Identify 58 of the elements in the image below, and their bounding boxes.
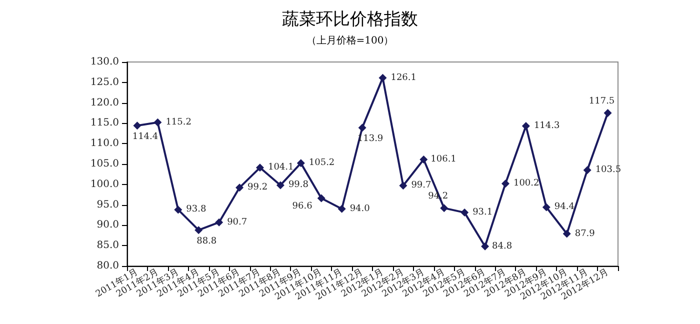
data-label: 84.8: [492, 241, 512, 252]
point: [296, 159, 305, 168]
data-label: 93.8: [186, 204, 206, 215]
point: [236, 184, 244, 192]
data-label: 114.4: [132, 132, 158, 142]
y-tick-label: 130.0: [90, 56, 119, 68]
point: [460, 208, 469, 217]
point: [338, 204, 346, 213]
y-tick-label: 90.0: [96, 220, 119, 231]
data-label: 94.4: [554, 202, 575, 212]
data-label: 114.3: [534, 121, 560, 132]
point: [256, 164, 264, 172]
point: [481, 242, 490, 250]
point: [276, 181, 284, 190]
point: [542, 203, 550, 212]
data-label: 96.6: [292, 201, 313, 212]
data-label: 93.1: [472, 208, 493, 218]
data-label: 104.1: [268, 162, 294, 173]
point: [420, 156, 428, 164]
data-label: 87.9: [574, 228, 596, 239]
point: [399, 182, 408, 190]
point: [358, 124, 366, 132]
point: [317, 194, 326, 202]
y-tick-label: 80.0: [96, 260, 119, 272]
y-tick-label: 110.0: [90, 138, 119, 150]
y-tick-label: 100.0: [90, 178, 119, 190]
data-label: 105.2: [308, 158, 335, 168]
point: [522, 122, 530, 130]
data-label: 106.1: [430, 154, 456, 165]
point: [583, 166, 592, 174]
chart-title: 蔬菜环比价格指数: [282, 10, 418, 30]
data-label: 99.7: [411, 180, 432, 191]
data-label: 90.7: [227, 217, 248, 228]
point: [215, 218, 224, 226]
y-tick-label: 120.0: [90, 97, 119, 108]
chart-subtitle: （上月价格=100）: [306, 34, 394, 46]
data-label: 88.8: [196, 236, 217, 247]
point: [604, 109, 612, 117]
y-tick-label: 95.0: [96, 199, 119, 210]
data-label: 115.2: [166, 117, 192, 128]
data-label: 94.0: [350, 204, 370, 214]
y-tick-label: 125.0: [90, 76, 119, 88]
data-label: 100.2: [513, 178, 540, 189]
data-label: 103.5: [595, 165, 622, 176]
point: [154, 118, 162, 126]
data-label: 117.5: [588, 96, 615, 106]
point: [194, 226, 203, 234]
point: [174, 206, 182, 214]
y-tick-label: 105.0: [90, 158, 119, 170]
data-label: 99.2: [248, 182, 268, 193]
data-label: 126.1: [390, 72, 416, 83]
point: [562, 230, 571, 238]
point: [440, 204, 448, 212]
point: [501, 180, 510, 188]
data-label: 99.8: [288, 180, 309, 190]
y-tick-label: 85.0: [96, 240, 119, 252]
point: [133, 122, 142, 130]
y-tick-label: 115.0: [90, 118, 119, 129]
